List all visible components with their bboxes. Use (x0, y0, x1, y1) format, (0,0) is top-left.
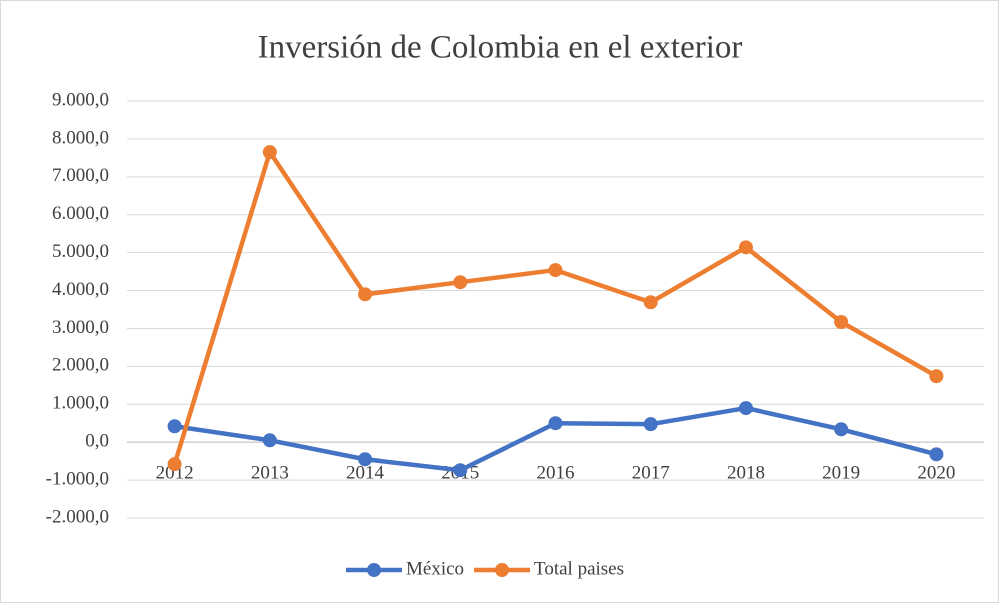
y-tick-label: -2.000,0 (46, 506, 109, 527)
y-tick-label: 3.000,0 (52, 317, 109, 338)
y-tick-label: -1.000,0 (46, 468, 109, 489)
point (453, 275, 468, 290)
point (738, 401, 753, 416)
x-tick-label: 2020 (917, 463, 955, 484)
y-tick-label: 8.000,0 (52, 127, 109, 148)
y-tick-label: 9.000,0 (52, 89, 109, 110)
point (262, 145, 277, 160)
y-tick-label: 5.000,0 (52, 241, 109, 262)
point (358, 452, 373, 467)
point (167, 457, 182, 472)
point (262, 433, 277, 448)
y-tick-label: 1.000,0 (52, 393, 109, 414)
x-tick-label: 2014 (346, 463, 385, 484)
y-tick-label: 2.000,0 (52, 355, 109, 376)
point (929, 447, 944, 462)
point (358, 287, 373, 302)
x-tick-label: 2013 (251, 463, 289, 484)
point (834, 422, 849, 437)
x-tick-label: 2018 (727, 463, 765, 484)
x-tick-label: 2019 (822, 463, 860, 484)
y-tick-label: 0,0 (85, 431, 109, 452)
y-tick-label: 6.000,0 (52, 203, 109, 224)
chart-title: Inversión de Colombia en el exterior (258, 30, 743, 66)
legend-label: Total paises (534, 558, 624, 579)
point (738, 240, 753, 255)
legend-label: México (406, 558, 464, 579)
point (929, 369, 944, 384)
point (167, 419, 182, 434)
y-tick-label: 7.000,0 (52, 165, 109, 186)
x-tick-label: 2012 (156, 463, 194, 484)
y-tick-label: 4.000,0 (52, 279, 109, 300)
point (643, 295, 658, 310)
point (453, 463, 468, 478)
point (548, 416, 563, 431)
point (548, 263, 563, 278)
legend-marker (367, 563, 381, 577)
legend-marker (495, 563, 510, 577)
point (643, 417, 658, 432)
x-tick-label: 2017 (632, 463, 670, 484)
point (834, 315, 849, 330)
x-tick-label: 2016 (537, 463, 575, 484)
